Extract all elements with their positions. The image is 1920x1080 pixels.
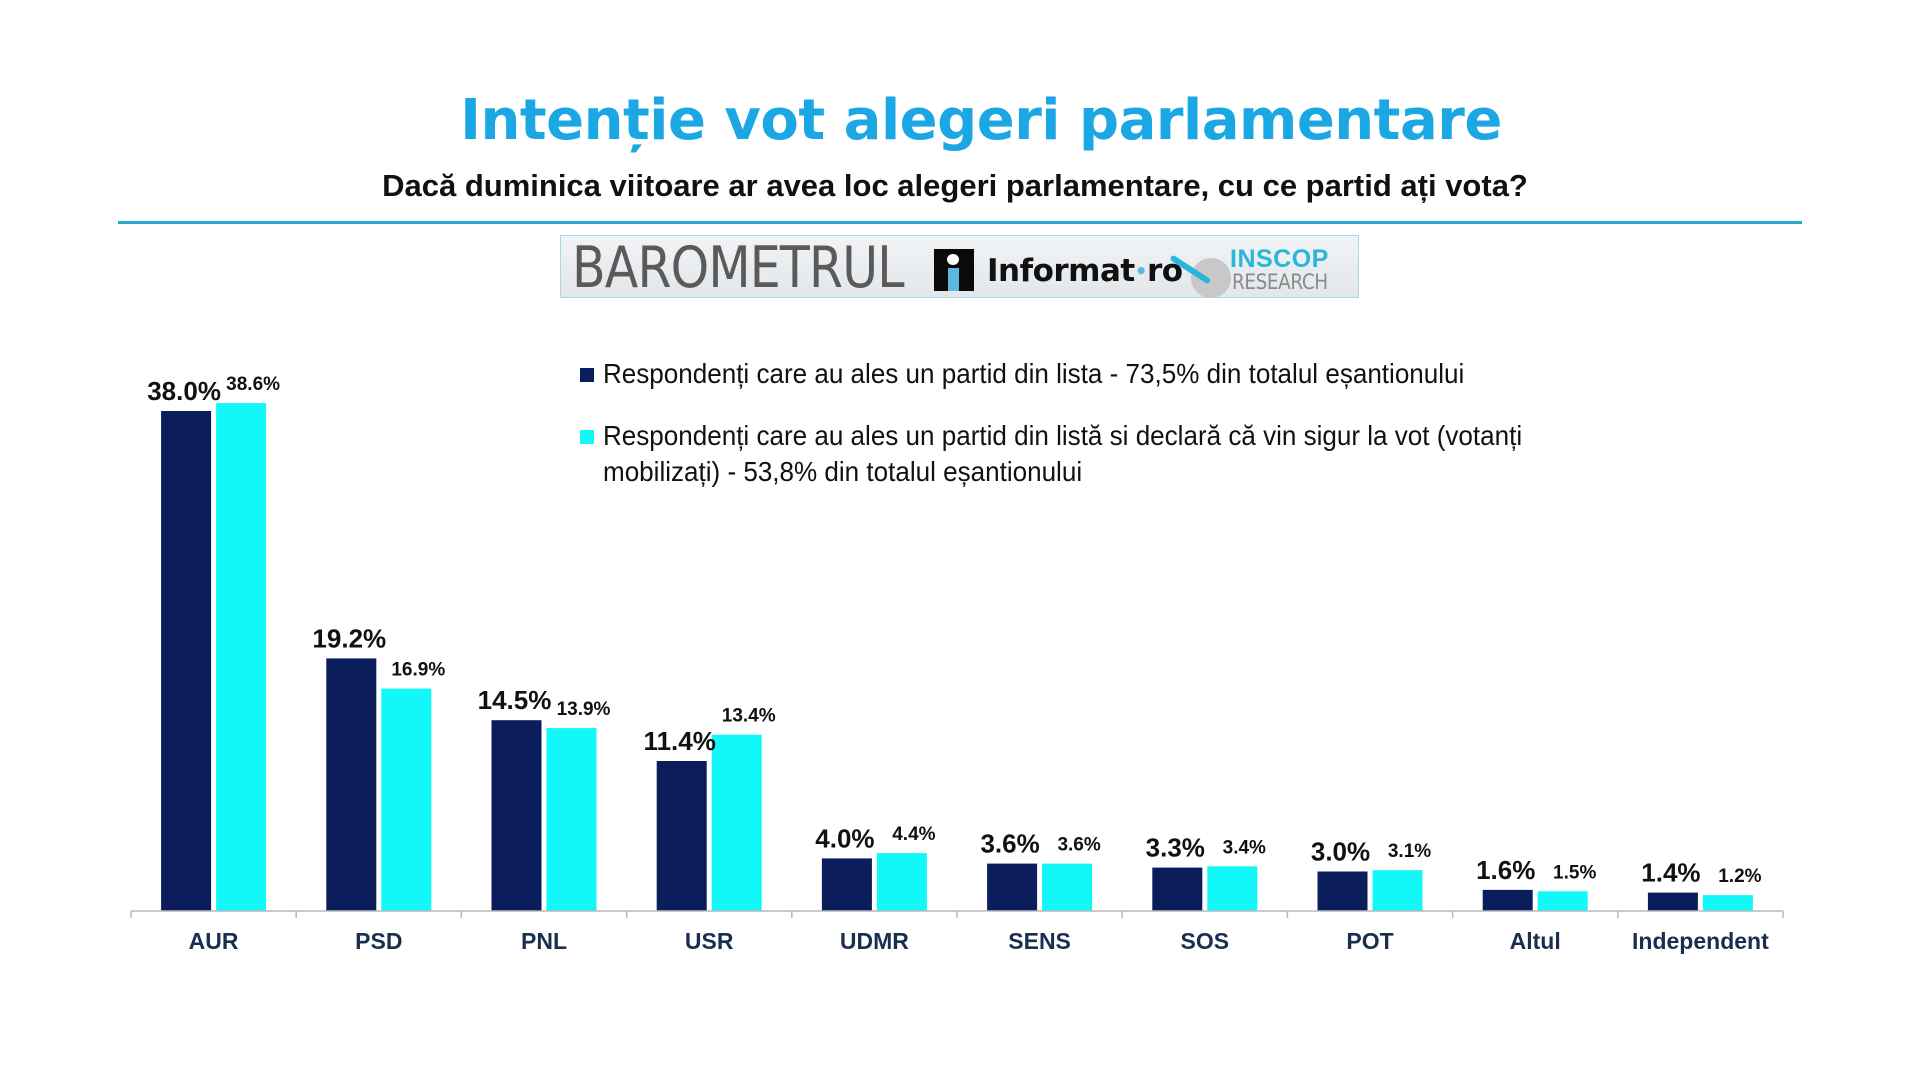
data-label-sos-series-2: 3.4% <box>1223 837 1266 858</box>
bars-layer <box>161 403 1753 911</box>
inscop-logo-text: INSCOP <box>1230 245 1329 273</box>
data-label-udmr-series-2: 4.4% <box>892 824 935 845</box>
bar-sens-series-2 <box>1042 863 1093 911</box>
data-label-independent-series-2: 1.2% <box>1718 866 1761 887</box>
informat-logo-text: Informat•ro <box>987 253 1183 289</box>
category-label-independent: Independent <box>1632 928 1769 954</box>
data-label-sos-series-1: 3.3% <box>1146 833 1205 863</box>
data-label-psd-series-1: 19.2% <box>312 623 386 653</box>
legend-label-series-1: Respondenți care au ales un partid din l… <box>603 358 1465 389</box>
chart-title: Intenție vot alegeri parlamentare <box>460 88 1502 153</box>
informat-i-icon <box>934 249 974 291</box>
data-label-usr-series-2: 13.4% <box>722 706 776 727</box>
category-label-usr: USR <box>685 928 734 954</box>
data-label-pot-series-1: 3.0% <box>1311 837 1370 867</box>
legend-item-series-2: Respondenți care au ales un partid din l… <box>580 418 1720 490</box>
bar-aur-series-1 <box>161 411 212 911</box>
data-label-pnl-series-1: 14.5% <box>478 685 552 715</box>
bar-usr-series-1 <box>656 761 707 911</box>
legend-item-series-1: Respondenți care au ales un partid din l… <box>580 356 1720 392</box>
data-label-altul-series-2: 1.5% <box>1553 862 1596 883</box>
bar-udmr-series-2 <box>876 853 927 911</box>
bar-pnl-series-2 <box>546 728 597 911</box>
bar-altul-series-1 <box>1482 889 1533 911</box>
data-label-independent-series-1: 1.4% <box>1641 858 1700 888</box>
informat-logo-main: Informat <box>987 253 1135 289</box>
category-label-pot: POT <box>1346 928 1393 954</box>
data-label-psd-series-2: 16.9% <box>391 660 445 681</box>
data-label-aur-series-2: 38.6% <box>226 374 280 395</box>
data-label-udmr-series-1: 4.0% <box>815 823 874 853</box>
bar-pnl-series-1 <box>491 720 542 911</box>
bar-altul-series-2 <box>1537 891 1588 911</box>
barometrul-logo-text: BAROMETRUL <box>572 235 905 301</box>
category-label-aur: AUR <box>189 928 239 954</box>
sponsor-logo-banner: BAROMETRUL Informat•ro INSCOP RESEARCH <box>560 235 1359 298</box>
bar-sos-series-1 <box>1152 867 1203 911</box>
informat-logo-dot: • <box>1134 259 1148 283</box>
category-label-sos: SOS <box>1181 928 1230 954</box>
chart-subtitle: Dacă duminica viitoare ar avea loc alege… <box>382 168 1528 203</box>
data-label-sens-series-2: 3.6% <box>1057 835 1100 856</box>
bar-independent-series-2 <box>1702 895 1753 911</box>
research-logo-text: RESEARCH <box>1232 270 1328 294</box>
bar-independent-series-1 <box>1647 892 1698 911</box>
bar-pot-series-2 <box>1372 870 1423 911</box>
category-label-udmr: UDMR <box>840 928 909 954</box>
bar-psd-series-1 <box>326 658 377 911</box>
chart-legend: Respondenți care au ales un partid din l… <box>580 356 1720 490</box>
labels-layer: 38.0% 38.6% AUR 19.2%16.9% PSD 14.5% 13.9% PNL 1… <box>147 374 1769 954</box>
x-axis <box>130 910 1784 918</box>
bar-sens-series-1 <box>987 863 1038 911</box>
data-label-sens-series-1: 3.6% <box>980 829 1039 859</box>
bar-psd-series-2 <box>381 688 432 911</box>
legend-swatch-series-1 <box>580 368 594 382</box>
data-label-pot-series-2: 3.1% <box>1388 841 1431 862</box>
bar-aur-series-2 <box>216 403 267 911</box>
legend-label-series-2: Respondenți care au ales un partid din l… <box>603 420 1523 487</box>
legend-swatch-series-2 <box>580 430 594 444</box>
bar-pot-series-1 <box>1317 871 1368 911</box>
header-divider <box>118 221 1802 224</box>
category-label-psd: PSD <box>355 928 402 954</box>
data-label-pnl-series-2: 13.9% <box>557 699 611 720</box>
data-label-usr-series-1: 11.4% <box>644 726 716 756</box>
bar-usr-series-2 <box>711 734 762 911</box>
category-label-altul: Altul <box>1510 928 1561 954</box>
category-label-sens: SENS <box>1008 928 1071 954</box>
bar-sos-series-2 <box>1207 866 1258 911</box>
bar-udmr-series-1 <box>821 858 872 911</box>
data-label-altul-series-1: 1.6% <box>1476 855 1535 885</box>
data-label-aur-series-1: 38.0% <box>147 376 221 406</box>
category-label-pnl: PNL <box>521 928 567 954</box>
